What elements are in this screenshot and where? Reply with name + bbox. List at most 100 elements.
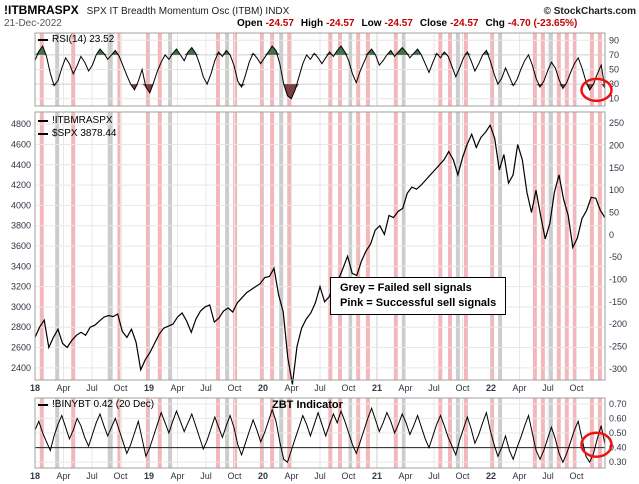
x-axis-label: Oct [455,471,470,481]
x-axis-label: Oct [113,471,128,481]
chart-title: SPX IT Breadth Momentum Osc (ITBM) INDX [86,6,290,17]
y-axis-label: -200 [609,319,627,329]
x-axis-label: 20 [258,471,268,481]
x-axis-label: 21 [372,383,382,393]
x-axis-label: Oct [341,471,356,481]
x-axis-label: Oct [227,383,242,393]
itbm-legend-label: !ITBMRASPX [52,115,113,126]
x-axis-label: Apr [284,471,298,481]
zbt-panel-border [34,397,606,469]
y-axis-label: 2800 [11,322,31,332]
x-axis-label: 21 [372,471,382,481]
x-axis-label: Apr [56,383,70,393]
y-axis-label: 90 [609,35,619,45]
x-axis-label: Apr [512,383,526,393]
y-axis-label: 0.60 [609,413,627,423]
quote-label: Low [361,18,382,29]
x-axis-label: 22 [486,383,496,393]
main-panel-border [34,111,606,381]
rsi-legend-marker-icon [38,38,48,41]
quote-strip: Open -24.57 High -24.57 Low -24.57 Close -24.57… [230,18,577,29]
x-axis-label: Oct [227,471,242,481]
signal-legend-grey-line: Grey = Failed sell signals [340,282,472,294]
x-axis-label: Apr [56,471,70,481]
signal-legend-pink-line: Pink = Successful sell signals [340,297,497,309]
zbt-legend-marker-icon [38,403,48,406]
y-axis-label: 200 [609,141,624,151]
y-axis-label: -50 [609,252,622,262]
rsi-panel-border [34,32,606,107]
y-axis-label: 50 [609,65,619,75]
x-axis-label: 18 [30,383,40,393]
x-axis-label: Oct [341,383,356,393]
y-axis-label: 0.50 [609,428,627,438]
y-axis-label: 30 [609,79,619,89]
quote-header: 21-Dec-2022 Open -24.57 High -24.57 Low -24.5… [4,18,636,29]
y-axis-label: -300 [609,364,627,374]
x-axis-label: Oct [113,383,128,393]
y-axis-label: 250 [609,118,624,128]
y-axis-label: 100 [609,185,624,195]
spx-series-line [34,123,606,385]
chart-date: 21-Dec-2022 [4,18,62,29]
quote-label: High [300,18,324,29]
quote-value: -24.57 [326,18,355,29]
quote-value: -24.57 [265,18,294,29]
y-axis-label: 70 [609,50,619,60]
x-axis-label: Apr [170,383,184,393]
stockcharts-credit: © StockCharts.com [543,6,636,17]
y-axis-label: 3000 [11,302,31,312]
zbt-legend: !BINYBT 0.42 (20 Dec) [38,399,154,410]
highlight-circle-rsi [580,77,613,103]
y-axis-label: -150 [609,297,627,307]
x-axis-label: 19 [144,383,154,393]
zbt-legend-label: !BINYBT 0.42 (20 Dec) [52,399,155,410]
y-axis-label: 4600 [11,140,31,150]
y-axis-label: -100 [609,275,627,285]
highlight-circle-zbt [580,431,613,458]
x-axis-label: Apr [398,471,412,481]
y-axis-label: 3800 [11,221,31,231]
y-axis-label: 4800 [11,119,31,129]
chart-header: !ITBMRASPX SPX IT Breadth Momentum Osc (… [4,3,636,17]
x-axis-label: Apr [398,383,412,393]
quote-label: Chg [485,18,505,29]
y-axis-label: -250 [609,342,627,352]
rsi-legend-label: RSI(14) 23.52 [52,34,115,45]
ticker-symbol: !ITBMRASPX [4,3,79,17]
quote-value: -24.57 [384,18,413,29]
y-axis-label: 0.30 [609,457,627,467]
x-axis-label: Oct [455,383,470,393]
y-axis-label: 150 [609,163,624,173]
x-axis-label: 19 [144,471,154,481]
x-axis-label: Jul [86,383,98,393]
x-axis-label: 20 [258,383,268,393]
x-axis-label: Jul [428,471,440,481]
x-axis-label: Oct [569,471,584,481]
spx-legend-marker-icon [38,132,48,135]
x-axis-label: Apr [170,471,184,481]
y-axis-label: 4400 [11,160,31,170]
y-axis-label: 0.70 [609,399,627,409]
zbt-series-line [34,406,606,464]
x-axis-label: Jul [200,383,212,393]
y-axis-label: 10 [609,94,619,104]
y-axis-label: 4200 [11,180,31,190]
x-axis-label: Apr [512,471,526,481]
y-axis-label: 3200 [11,282,31,292]
x-axis-label: Apr [284,383,298,393]
quote-value: -24.57 [450,18,479,29]
itbm-legend-marker-icon [38,119,48,122]
x-axis-label: Oct [569,383,584,393]
y-axis-label: 0 [609,230,614,240]
y-axis-label: 2600 [11,343,31,353]
x-axis-label: Jul [428,383,440,393]
spx-legend: $SPX 3878.44 [38,128,117,139]
rsi-series-line [34,45,606,100]
x-axis-label: Jul [314,471,326,481]
quote-value: -4.70 (-23.65%) [507,18,578,29]
y-axis-label: 4000 [11,200,31,210]
x-axis-label: 22 [486,471,496,481]
y-axis-label: 3400 [11,261,31,271]
